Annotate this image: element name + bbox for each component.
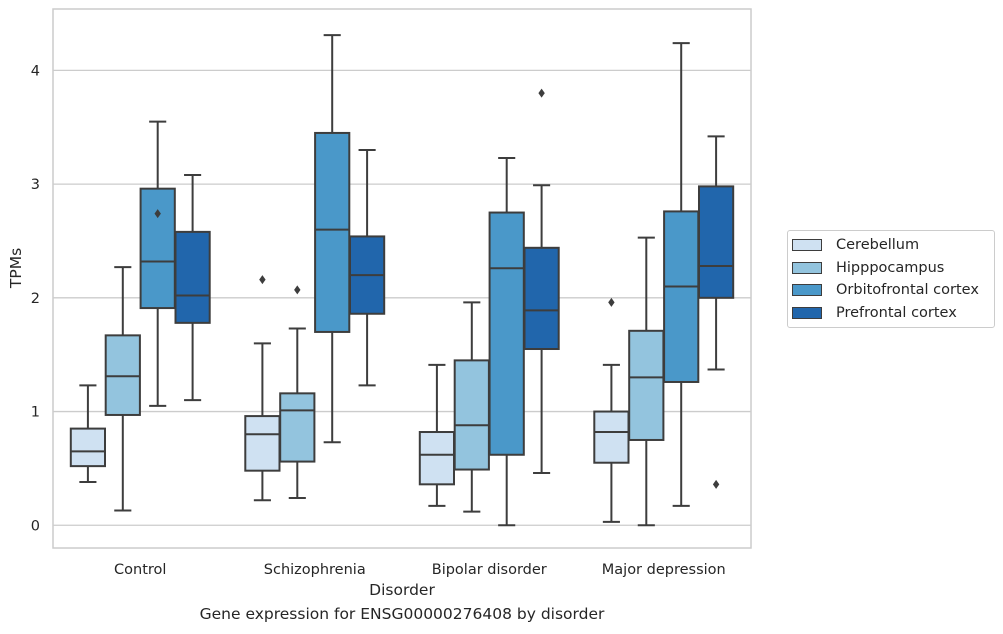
legend-item: Orbitofrontal cortex bbox=[788, 279, 994, 302]
box bbox=[593, 297, 630, 523]
x-tick-label: Schizophrenia bbox=[264, 562, 366, 578]
box bbox=[69, 384, 107, 484]
plot-frame bbox=[52, 8, 752, 549]
box-body bbox=[279, 392, 316, 463]
y-tick-labels: 0 1 2 3 4 bbox=[31, 63, 40, 534]
box bbox=[314, 34, 351, 444]
y-tick-label: 2 bbox=[31, 291, 40, 307]
box bbox=[418, 363, 456, 507]
outlier-point bbox=[608, 297, 615, 307]
box bbox=[279, 285, 316, 499]
legend-item: Cerebellum bbox=[788, 234, 994, 257]
outlier-point bbox=[538, 88, 545, 98]
box bbox=[488, 156, 525, 527]
legend-label: Hipppocampus bbox=[836, 259, 945, 276]
box-body bbox=[523, 246, 560, 351]
legend-swatch bbox=[792, 239, 822, 252]
series-hipppocampus bbox=[104, 236, 665, 527]
y-tick-label: 4 bbox=[31, 63, 40, 79]
x-tick-label: Bipolar disorder bbox=[432, 562, 547, 578]
legend-item: Hipppocampus bbox=[788, 257, 994, 280]
y-tick-label: 1 bbox=[31, 405, 40, 421]
box bbox=[139, 120, 176, 407]
box bbox=[104, 266, 141, 512]
x-tick-label: Control bbox=[114, 562, 166, 578]
legend: Cerebellum Hipppocampus Orbitofrontal cort… bbox=[787, 230, 995, 328]
y-tick-label: 0 bbox=[31, 518, 40, 534]
box bbox=[348, 149, 386, 387]
box-body bbox=[104, 334, 141, 416]
box-body bbox=[314, 131, 351, 333]
box-body bbox=[418, 431, 456, 486]
box-body bbox=[593, 410, 630, 464]
outlier-point bbox=[294, 285, 301, 295]
legend-label: Orbitofrontal cortex bbox=[836, 282, 979, 299]
x-tick-label: Major depression bbox=[602, 562, 726, 578]
box-body bbox=[69, 427, 107, 468]
series-orbitofrontal-cortex bbox=[139, 34, 700, 527]
y-axis-title: TPMs bbox=[7, 248, 25, 289]
chart-caption: Gene expression for ENSG00000276408 by d… bbox=[199, 605, 605, 623]
box bbox=[663, 42, 700, 507]
legend-label: Cerebellum bbox=[836, 237, 920, 254]
x-axis-title: Disorder bbox=[369, 581, 435, 599]
legend-item: Prefrontal cortex bbox=[788, 302, 994, 325]
outlier-point bbox=[154, 209, 161, 219]
outlier-point bbox=[259, 275, 266, 285]
box bbox=[244, 275, 281, 502]
box bbox=[523, 88, 560, 474]
box bbox=[453, 301, 490, 513]
box-body bbox=[139, 187, 176, 310]
box-body bbox=[488, 211, 525, 456]
box-series bbox=[69, 34, 735, 527]
box-body bbox=[174, 230, 211, 324]
x-tick-labels: Control Schizophrenia Bipolar disorder Majo… bbox=[114, 562, 726, 578]
outlier-point bbox=[712, 479, 720, 489]
series-cerebellum bbox=[69, 275, 630, 523]
box-body bbox=[628, 329, 665, 441]
box-body bbox=[697, 185, 735, 299]
y-tick-label: 3 bbox=[31, 177, 40, 193]
series-prefrontal-cortex bbox=[174, 88, 735, 489]
legend-swatch bbox=[792, 284, 822, 297]
legend-label: Prefrontal cortex bbox=[836, 304, 957, 321]
legend-swatch bbox=[792, 261, 822, 274]
box-body bbox=[663, 210, 700, 383]
box bbox=[697, 135, 735, 489]
box bbox=[174, 174, 211, 402]
box-body bbox=[244, 415, 281, 472]
legend-swatch bbox=[792, 306, 822, 319]
box-body bbox=[453, 359, 490, 471]
box bbox=[628, 236, 665, 527]
